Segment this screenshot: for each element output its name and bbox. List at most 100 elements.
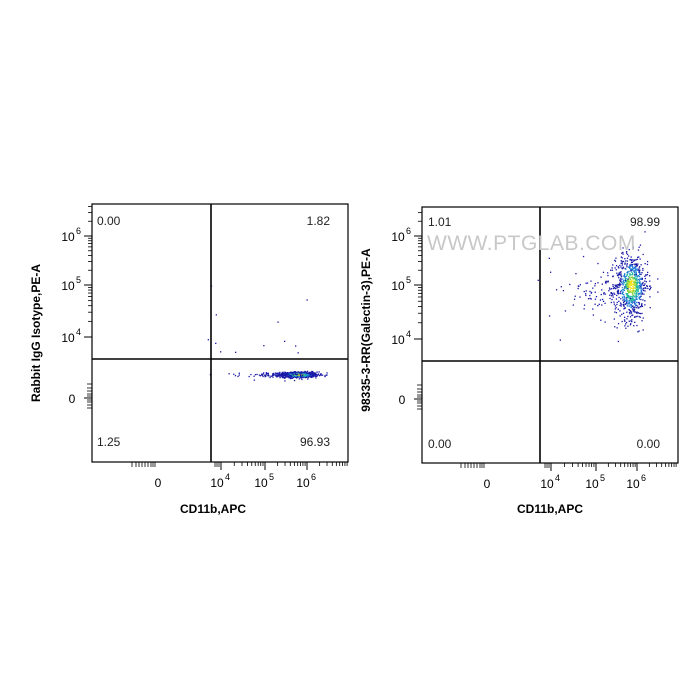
event-dot bbox=[296, 376, 299, 378]
event-dot bbox=[616, 284, 618, 286]
event-dot bbox=[632, 267, 634, 269]
event-dot bbox=[597, 305, 599, 307]
event-dot bbox=[636, 283, 638, 285]
event-dot bbox=[622, 281, 624, 283]
event-dot bbox=[626, 263, 628, 265]
event-dot bbox=[284, 372, 287, 374]
event-dot bbox=[629, 316, 632, 318]
event-dot bbox=[630, 301, 633, 303]
event-dot bbox=[642, 288, 644, 290]
event-dot bbox=[633, 274, 636, 276]
event-dot bbox=[635, 284, 637, 286]
event-dot bbox=[631, 308, 634, 310]
event-dot bbox=[624, 320, 626, 322]
event-dot bbox=[645, 287, 647, 289]
event-dot bbox=[309, 371, 311, 373]
event-dot bbox=[301, 378, 303, 381]
event-dot bbox=[620, 262, 622, 264]
event-dot bbox=[590, 291, 593, 294]
y-tick-label: 10 bbox=[61, 279, 75, 293]
event-dot bbox=[620, 303, 622, 305]
event-dot bbox=[306, 375, 308, 377]
event-dot bbox=[606, 281, 608, 283]
event-dot bbox=[307, 378, 309, 380]
event-dot bbox=[634, 304, 637, 307]
event-dot bbox=[628, 255, 630, 257]
event-dot bbox=[626, 282, 628, 284]
event-dot bbox=[281, 376, 284, 379]
event-dot bbox=[628, 311, 631, 314]
event-dot bbox=[636, 265, 638, 267]
event-dot bbox=[265, 372, 267, 374]
event-dot bbox=[304, 373, 306, 375]
event-dot bbox=[623, 295, 625, 297]
event-dot bbox=[640, 277, 642, 280]
event-dot bbox=[616, 303, 618, 306]
event-dot bbox=[590, 298, 592, 300]
event-dot bbox=[614, 326, 616, 328]
event-dot bbox=[614, 305, 616, 307]
event-dot bbox=[621, 262, 623, 265]
event-dot bbox=[306, 299, 308, 301]
event-dot bbox=[622, 304, 624, 306]
event-dot bbox=[632, 289, 634, 292]
event-dot bbox=[603, 293, 605, 295]
event-dot bbox=[624, 262, 626, 264]
event-dot bbox=[629, 278, 632, 281]
event-dot bbox=[292, 372, 294, 374]
event-dot bbox=[638, 280, 641, 282]
event-dot bbox=[637, 312, 639, 314]
event-dot bbox=[594, 298, 597, 300]
event-dot bbox=[633, 316, 636, 318]
event-dot bbox=[287, 372, 289, 374]
event-dot bbox=[326, 372, 328, 374]
event-dot bbox=[635, 288, 637, 290]
event-dot bbox=[644, 304, 646, 306]
quadrant-upper-left: 1.01 bbox=[428, 215, 452, 229]
event-dot bbox=[253, 379, 255, 381]
event-dot bbox=[627, 288, 629, 291]
event-dot bbox=[628, 309, 631, 311]
event-dot bbox=[562, 290, 565, 292]
event-dot bbox=[293, 376, 295, 378]
event-dot bbox=[264, 376, 266, 378]
event-dot bbox=[635, 275, 637, 277]
event-dot bbox=[639, 271, 641, 274]
event-dot bbox=[275, 375, 277, 377]
event-dot bbox=[632, 283, 635, 285]
event-dot bbox=[626, 253, 629, 256]
event-dot bbox=[637, 256, 639, 258]
y-axis-title: Rabbit IgG Isotype,PE-A bbox=[29, 264, 43, 402]
event-dot bbox=[634, 281, 636, 283]
event-dot bbox=[586, 282, 589, 284]
event-dot bbox=[548, 257, 550, 259]
event-dot bbox=[306, 374, 308, 376]
event-dot bbox=[630, 261, 633, 263]
event-dot bbox=[622, 297, 624, 299]
event-dot bbox=[215, 342, 217, 344]
event-dot bbox=[623, 289, 625, 291]
event-dot bbox=[301, 372, 303, 374]
event-dot bbox=[634, 279, 637, 282]
event-dot bbox=[263, 372, 265, 374]
event-dot bbox=[629, 297, 632, 299]
event-dot bbox=[300, 375, 303, 377]
event-dot bbox=[616, 286, 619, 288]
x-tick-exponent: 5 bbox=[269, 472, 274, 482]
axis-ticks bbox=[84, 206, 348, 470]
event-dot bbox=[625, 283, 628, 285]
event-dot bbox=[600, 293, 602, 296]
event-dot bbox=[634, 308, 636, 310]
event-dot bbox=[294, 372, 296, 374]
event-dot bbox=[299, 374, 302, 376]
event-dot bbox=[626, 260, 629, 262]
event-dot bbox=[627, 296, 629, 299]
event-dot bbox=[256, 373, 258, 376]
event-dot bbox=[309, 375, 311, 377]
event-dot bbox=[642, 267, 644, 270]
event-dot bbox=[285, 374, 287, 376]
event-dot bbox=[635, 271, 637, 273]
event-dot bbox=[633, 325, 635, 327]
event-dot bbox=[617, 284, 619, 286]
event-dot bbox=[555, 289, 558, 291]
